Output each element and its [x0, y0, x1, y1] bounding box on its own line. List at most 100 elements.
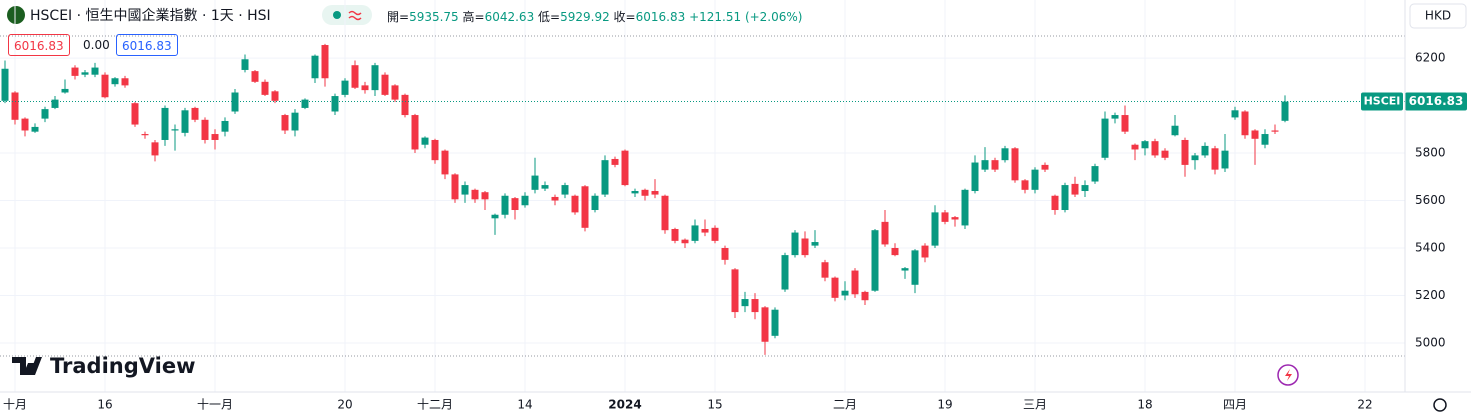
candle-body	[1151, 141, 1159, 156]
candle-body	[241, 59, 249, 70]
change-pct: (+2.06%)	[744, 10, 803, 24]
candle-body	[41, 109, 49, 119]
x-tick-label: 14	[517, 398, 532, 412]
candle-body	[711, 227, 719, 241]
candle-body	[861, 291, 869, 301]
legend-label: 收=	[613, 10, 636, 24]
symbol-logo	[7, 6, 25, 24]
legend-value: 6016.83	[635, 10, 686, 24]
candle-body	[571, 195, 579, 213]
spread: 0.00	[83, 38, 110, 52]
candle-body	[731, 269, 739, 313]
candle-body	[1071, 183, 1079, 195]
candle-body	[1221, 150, 1229, 169]
settings-icon[interactable]	[1433, 398, 1447, 412]
x-tick-label: 15	[707, 398, 722, 412]
candle-body	[681, 239, 689, 244]
candle-body	[521, 195, 529, 206]
candle-body	[1171, 125, 1179, 136]
candle-body	[271, 91, 279, 101]
candle-body	[1191, 155, 1199, 161]
candle-body	[581, 186, 589, 228]
candle-body	[901, 268, 909, 271]
candle-body	[1101, 118, 1109, 158]
x-tick-label: 22	[1357, 398, 1372, 412]
candle-body	[61, 88, 69, 93]
x-tick-label: 十一月	[197, 398, 233, 412]
brand: TradingView	[50, 354, 195, 378]
candle-body	[1211, 148, 1219, 170]
candle-body	[1031, 169, 1039, 190]
title: HSCEI · 恒生中國企業指數 · 1天 · HSI	[30, 8, 271, 24]
status-dot	[333, 11, 341, 19]
sell-price[interactable]: 6016.83	[8, 34, 70, 56]
candle-body	[91, 67, 99, 75]
candle-body	[31, 126, 39, 132]
candle-body	[671, 228, 679, 241]
currency-button[interactable]	[1409, 3, 1467, 29]
candle-body	[1061, 185, 1069, 211]
candle-body	[1091, 166, 1099, 182]
x-tick-label: 十二月	[417, 398, 453, 412]
y-tick-label: 6200	[1415, 51, 1446, 65]
candle-body	[911, 250, 919, 285]
x-tick-label: 19	[937, 398, 952, 412]
candle-body	[1181, 139, 1189, 165]
candle-body	[871, 230, 879, 291]
candle-body	[261, 81, 269, 95]
currency[interactable]: HKD	[1425, 9, 1451, 23]
legend-label: 高=	[462, 10, 485, 24]
candle-body	[661, 195, 669, 231]
candle-body	[461, 185, 469, 195]
candle-body	[1021, 180, 1029, 190]
candle-body	[161, 107, 169, 140]
candle-body	[721, 247, 729, 260]
candle-body	[621, 150, 629, 186]
symbol-tag	[1361, 92, 1403, 111]
candle-body	[371, 65, 379, 91]
candle-body	[971, 162, 979, 192]
legend-label: 低=	[538, 10, 561, 24]
candle-body	[801, 238, 809, 256]
brand-logo	[12, 357, 42, 375]
price-label: 6016.83	[1409, 94, 1464, 108]
x-tick-label: 三月	[1023, 398, 1047, 412]
candle-body	[791, 232, 799, 256]
candle-body	[811, 242, 819, 246]
candle-body	[1111, 115, 1119, 119]
candle-body	[21, 118, 29, 131]
candle-body	[821, 262, 829, 278]
x-tick-label: 2024	[608, 398, 641, 412]
candle-body	[541, 185, 549, 189]
candle-body	[411, 115, 419, 150]
candle-body	[611, 158, 619, 165]
candle-body	[221, 120, 229, 132]
y-tick-label: 5800	[1415, 146, 1446, 160]
candle-body	[921, 245, 929, 258]
symbol-label: HSCEI	[1364, 95, 1401, 108]
legend-value: 6042.63	[484, 10, 535, 24]
x-tick-label: 16	[97, 398, 112, 412]
candle-body	[201, 119, 209, 140]
candle-body	[51, 99, 59, 108]
candle-body	[421, 137, 429, 145]
candle-body	[441, 150, 449, 175]
x-tick-label: 十月	[3, 398, 27, 412]
candle-body	[331, 96, 339, 112]
buy-price[interactable]: 6016.83	[116, 34, 178, 56]
candle-body	[311, 55, 319, 79]
candle-body	[1131, 144, 1139, 150]
candle-body	[341, 80, 349, 95]
candle-body	[1041, 164, 1049, 170]
candle-body	[501, 195, 509, 215]
candle-body	[1081, 185, 1089, 192]
candle-body	[531, 175, 539, 190]
change: +121.51	[689, 10, 742, 24]
x-tick-label: 四月	[1223, 398, 1247, 412]
candle-body	[291, 112, 299, 131]
candle-body	[491, 214, 499, 219]
candle-body	[1051, 195, 1059, 211]
price-tag	[1405, 92, 1467, 111]
y-tick-label: 5600	[1415, 193, 1446, 207]
